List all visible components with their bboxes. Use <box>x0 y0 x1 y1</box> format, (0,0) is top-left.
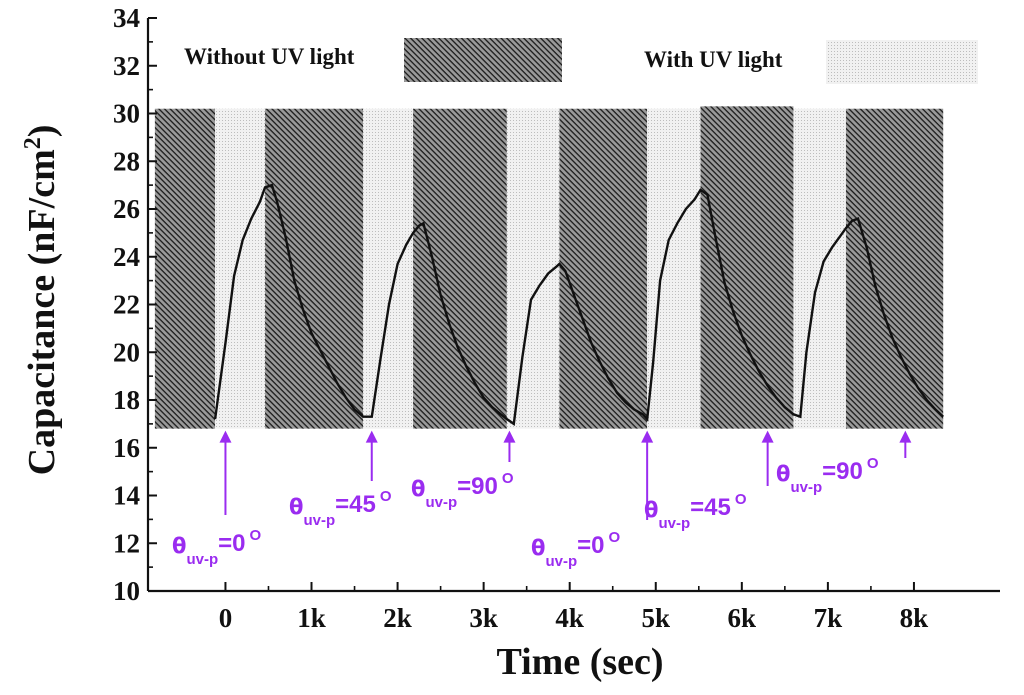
y-axis-ticks: 10 12 14 16 18 20 22 24 26 28 30 32 34 <box>113 3 157 606</box>
theta-annotation: θuv-p=45 O <box>644 491 747 532</box>
y-tick-label: 22 <box>113 290 140 320</box>
region-without-uv-0 <box>154 108 216 429</box>
y-tick-label: 12 <box>113 528 140 558</box>
region-with-uv-7 <box>647 108 701 429</box>
theta-annotation: θuv-p=0 O <box>172 527 261 568</box>
y-tick-label: 18 <box>113 385 140 415</box>
x-tick-label: 3k <box>469 603 498 633</box>
annotation-arrows <box>219 430 912 520</box>
shaded-regions <box>154 106 944 429</box>
theta-annotation: θuv-p=0 O <box>531 529 620 570</box>
region-without-uv-10 <box>845 108 944 429</box>
x-tick-label: 0 <box>219 603 233 633</box>
annotation-arrow-head <box>503 430 516 443</box>
region-with-uv-5 <box>506 108 560 429</box>
annotation-arrow-head <box>761 430 774 443</box>
y-tick-label: 14 <box>113 481 140 511</box>
x-tick-label: 4k <box>555 603 584 633</box>
region-without-uv-4 <box>413 108 507 429</box>
y-tick-label: 32 <box>113 51 140 81</box>
x-tick-label: 2k <box>383 603 412 633</box>
annotation-arrow-head <box>365 430 378 443</box>
annotation-arrow-head <box>899 430 912 443</box>
annotation-arrow-head <box>641 430 654 443</box>
y-tick-label: 28 <box>113 146 140 176</box>
region-with-uv-9 <box>793 108 846 429</box>
theta-annotation: θuv-p=90 O <box>776 455 879 496</box>
y-axis-title: Capacitance (nF/cm2) <box>20 125 63 476</box>
x-tick-label: 8k <box>900 603 929 633</box>
annotation-arrow-head <box>219 430 232 443</box>
y-tick-label: 10 <box>113 576 140 606</box>
x-axis-title: Time (sec) <box>496 641 663 683</box>
x-tick-label: 5k <box>641 603 670 633</box>
legend-swatch-with-uv <box>826 40 978 84</box>
region-with-uv-1 <box>215 108 266 429</box>
y-tick-label: 30 <box>113 99 140 129</box>
legend-label-with-uv: With UV light <box>644 47 783 72</box>
x-tick-label: 1k <box>297 603 326 633</box>
region-without-uv-6 <box>559 108 648 429</box>
region-without-uv-8 <box>700 106 794 429</box>
legend: Without UV light With UV light <box>184 38 978 84</box>
x-tick-label: 6k <box>728 603 757 633</box>
y-tick-label: 26 <box>113 194 140 224</box>
y-tick-label: 24 <box>113 242 140 272</box>
legend-swatch-without-uv <box>404 38 562 82</box>
x-axis-ticks: 0 1k 2k 3k 4k 5k 6k 7k 8k <box>219 582 929 633</box>
theta-annotation: θuv-p=90 O <box>411 470 514 511</box>
y-tick-label: 34 <box>113 3 140 33</box>
legend-label-without-uv: Without UV light <box>184 44 355 69</box>
region-without-uv-2 <box>265 108 364 429</box>
theta-annotation: θuv-p=45 O <box>289 488 392 529</box>
y-tick-label: 16 <box>113 433 140 463</box>
capacitance-series-line <box>213 183 945 427</box>
y-tick-label: 20 <box>113 337 140 367</box>
region-with-uv-3 <box>363 108 414 429</box>
theta-annotations: θuv-p=0 O θuv-p=45 O θuv-p=90 O θuv-p=0 O θuv-p=… <box>172 455 879 570</box>
x-tick-label: 7k <box>814 603 843 633</box>
